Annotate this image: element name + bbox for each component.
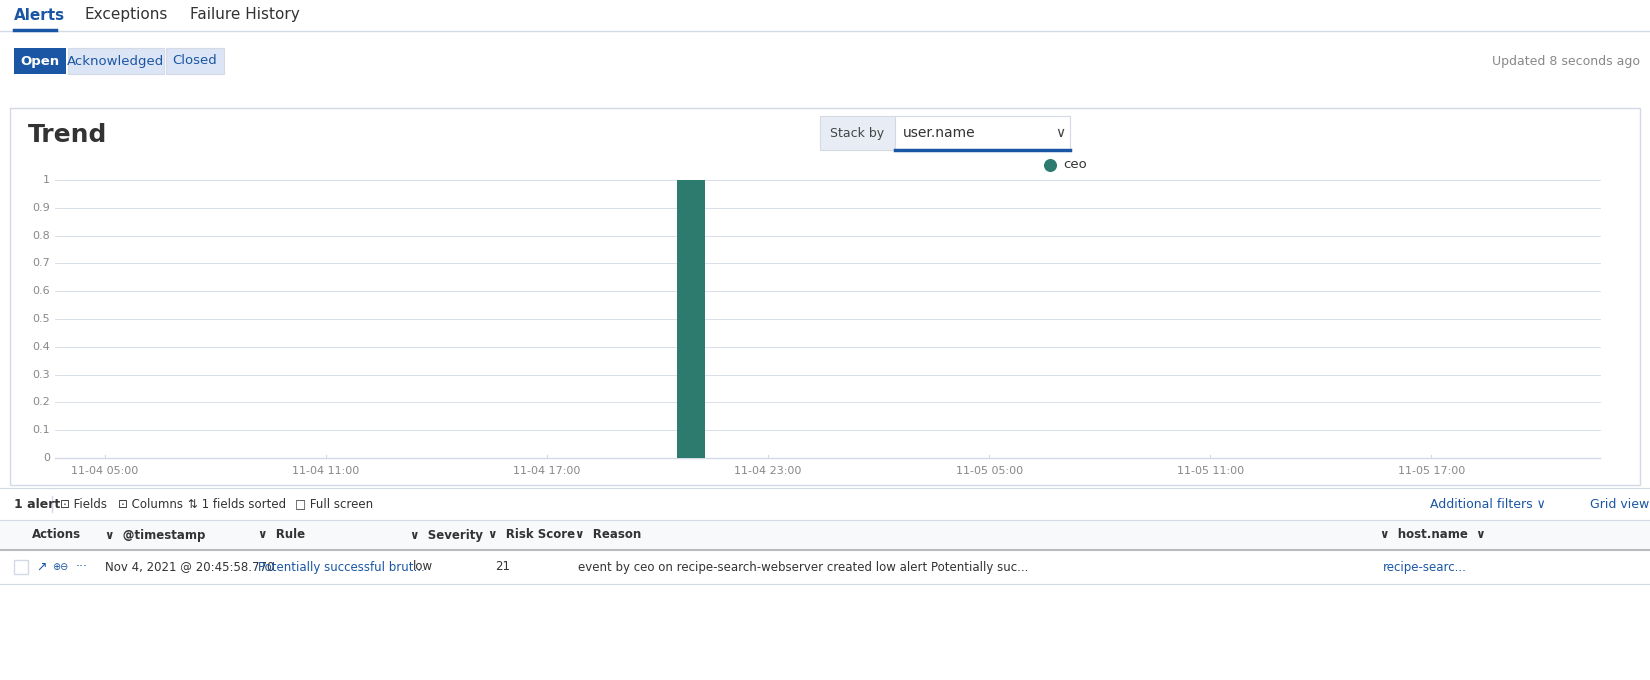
- Text: Failure History: Failure History: [190, 7, 300, 22]
- Bar: [0, 520, 1650, 550]
- Text: 0.1: 0.1: [33, 425, 50, 435]
- Bar: [676, 180, 705, 458]
- Text: ⊡ Columns: ⊡ Columns: [119, 498, 183, 511]
- Text: ceo: ceo: [1063, 158, 1087, 171]
- Text: 11-04 05:00: 11-04 05:00: [71, 466, 139, 476]
- Text: 0.5: 0.5: [33, 314, 50, 324]
- Text: event by ceo on recipe-search-webserver created low alert Potentially suc...: event by ceo on recipe-search-webserver …: [578, 560, 1028, 573]
- Text: 0.8: 0.8: [33, 231, 50, 241]
- Text: ∨  Risk Score: ∨ Risk Score: [488, 528, 576, 541]
- Text: low: low: [412, 560, 432, 573]
- Text: ∨  Rule: ∨ Rule: [257, 528, 305, 541]
- Text: 1: 1: [43, 175, 50, 185]
- Bar: [894, 116, 1069, 150]
- Text: ⊕⊖: ⊕⊖: [51, 562, 68, 572]
- Bar: [13, 560, 28, 574]
- Text: Actions: Actions: [31, 528, 81, 541]
- Text: Alerts: Alerts: [13, 7, 64, 22]
- Text: ∨  @timestamp: ∨ @timestamp: [106, 528, 205, 541]
- Text: ∨  Reason: ∨ Reason: [574, 528, 642, 541]
- Text: Potentially successful brut...: Potentially successful brut...: [257, 560, 424, 573]
- Point: [1036, 160, 1063, 171]
- Text: ⇅ 1 fields sorted: ⇅ 1 fields sorted: [188, 498, 285, 511]
- Text: Stack by: Stack by: [830, 126, 884, 139]
- Bar: [820, 116, 894, 150]
- Text: 0.7: 0.7: [33, 258, 50, 269]
- Text: ↗: ↗: [36, 560, 48, 573]
- Bar: [10, 108, 1640, 485]
- Text: Exceptions: Exceptions: [84, 7, 167, 22]
- Text: 21: 21: [495, 560, 510, 573]
- Text: 1 alert: 1 alert: [13, 498, 61, 511]
- Text: 0.4: 0.4: [33, 342, 50, 352]
- Text: ⊡ Fields: ⊡ Fields: [59, 498, 107, 511]
- Text: Acknowledged: Acknowledged: [68, 54, 165, 67]
- Text: 11-05 11:00: 11-05 11:00: [1176, 466, 1244, 476]
- Bar: [68, 48, 163, 74]
- Text: Additional filters ∨: Additional filters ∨: [1431, 498, 1546, 511]
- Text: 11-05 05:00: 11-05 05:00: [955, 466, 1023, 476]
- Text: ∨  Severity: ∨ Severity: [409, 528, 483, 541]
- Text: 0: 0: [43, 453, 50, 463]
- Text: Grid view ∨: Grid view ∨: [1591, 498, 1650, 511]
- Text: 0.2: 0.2: [33, 397, 50, 407]
- Text: 0.3: 0.3: [33, 370, 50, 379]
- Text: user.name: user.name: [903, 126, 975, 140]
- Text: ∨  host.name  ∨: ∨ host.name ∨: [1379, 528, 1485, 541]
- Text: □ Full screen: □ Full screen: [295, 498, 373, 511]
- Text: 11-04 17:00: 11-04 17:00: [513, 466, 581, 476]
- Text: Closed: Closed: [173, 54, 218, 67]
- Text: ···: ···: [76, 560, 87, 573]
- Text: Nov 4, 2021 @ 20:45:58.770: Nov 4, 2021 @ 20:45:58.770: [106, 560, 274, 573]
- Text: recipe-searc...: recipe-searc...: [1383, 560, 1467, 573]
- Text: Updated 8 seconds ago: Updated 8 seconds ago: [1492, 54, 1640, 67]
- Text: ∨: ∨: [1054, 126, 1064, 140]
- Text: Trend: Trend: [28, 123, 107, 147]
- Bar: [167, 48, 224, 74]
- Text: 11-05 17:00: 11-05 17:00: [1398, 466, 1465, 476]
- Bar: [13, 48, 66, 74]
- Text: Open: Open: [20, 54, 59, 67]
- Text: 0.9: 0.9: [33, 203, 50, 213]
- Text: 11-04 23:00: 11-04 23:00: [734, 466, 802, 476]
- Text: 0.6: 0.6: [33, 286, 50, 296]
- Text: 11-04 11:00: 11-04 11:00: [292, 466, 360, 476]
